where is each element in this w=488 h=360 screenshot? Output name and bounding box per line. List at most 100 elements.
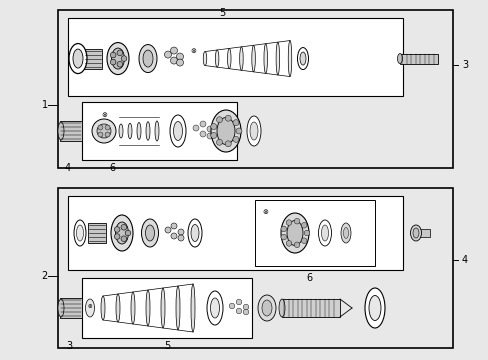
Ellipse shape — [343, 228, 348, 239]
Ellipse shape — [69, 44, 87, 73]
Text: 3: 3 — [461, 60, 467, 70]
Circle shape — [98, 132, 103, 137]
Circle shape — [294, 219, 299, 224]
Ellipse shape — [251, 45, 255, 72]
Text: 3: 3 — [66, 341, 72, 351]
Ellipse shape — [210, 110, 241, 152]
Ellipse shape — [239, 47, 243, 70]
Ellipse shape — [58, 299, 64, 317]
Circle shape — [110, 59, 116, 65]
Ellipse shape — [206, 291, 223, 325]
Ellipse shape — [227, 48, 230, 69]
Ellipse shape — [73, 49, 83, 68]
Ellipse shape — [281, 213, 308, 253]
Ellipse shape — [246, 116, 261, 146]
Circle shape — [206, 133, 213, 139]
Circle shape — [216, 117, 222, 123]
Ellipse shape — [58, 122, 64, 140]
Ellipse shape — [264, 44, 267, 73]
Ellipse shape — [203, 51, 206, 66]
Circle shape — [105, 132, 110, 137]
Ellipse shape — [146, 290, 150, 326]
Ellipse shape — [155, 121, 159, 141]
Ellipse shape — [161, 288, 164, 328]
Circle shape — [210, 123, 216, 130]
Ellipse shape — [321, 225, 328, 241]
Ellipse shape — [412, 228, 418, 238]
Ellipse shape — [397, 54, 402, 64]
Text: 5: 5 — [219, 8, 225, 18]
Ellipse shape — [191, 284, 195, 332]
Circle shape — [178, 229, 183, 235]
Ellipse shape — [128, 123, 132, 139]
Ellipse shape — [115, 222, 128, 244]
Ellipse shape — [176, 286, 180, 330]
Ellipse shape — [173, 122, 182, 140]
Circle shape — [280, 234, 286, 240]
Text: 4: 4 — [65, 163, 71, 173]
Ellipse shape — [191, 225, 199, 242]
Text: 6: 6 — [305, 273, 312, 283]
Circle shape — [225, 115, 231, 121]
Circle shape — [170, 47, 177, 54]
Ellipse shape — [142, 50, 153, 67]
Circle shape — [236, 128, 242, 134]
Circle shape — [178, 235, 183, 241]
Ellipse shape — [279, 299, 285, 317]
Ellipse shape — [364, 288, 384, 328]
Ellipse shape — [146, 122, 150, 140]
Circle shape — [210, 132, 216, 139]
Circle shape — [171, 223, 177, 229]
Circle shape — [243, 304, 248, 310]
Ellipse shape — [318, 220, 331, 246]
Ellipse shape — [286, 220, 303, 246]
Ellipse shape — [101, 296, 105, 320]
Bar — [60, 121, 82, 141]
Circle shape — [294, 242, 299, 248]
Text: 2: 2 — [41, 271, 48, 281]
Ellipse shape — [111, 215, 133, 251]
Bar — [88, 223, 106, 243]
Ellipse shape — [131, 292, 135, 324]
Circle shape — [114, 234, 120, 239]
Ellipse shape — [170, 115, 185, 147]
Ellipse shape — [119, 124, 123, 138]
Ellipse shape — [107, 42, 129, 75]
Text: ⊗: ⊗ — [190, 48, 196, 54]
Circle shape — [229, 303, 234, 309]
Circle shape — [206, 126, 213, 132]
Ellipse shape — [217, 117, 235, 144]
Ellipse shape — [74, 220, 86, 246]
Ellipse shape — [85, 299, 94, 317]
Circle shape — [97, 124, 111, 138]
Text: ⊗: ⊗ — [262, 209, 267, 215]
Circle shape — [285, 240, 291, 246]
Circle shape — [236, 308, 241, 314]
Circle shape — [200, 131, 205, 137]
Ellipse shape — [287, 41, 291, 77]
Ellipse shape — [111, 48, 124, 69]
Ellipse shape — [262, 300, 271, 316]
Circle shape — [280, 226, 286, 232]
Ellipse shape — [409, 225, 421, 241]
Bar — [68, 18, 402, 96]
Bar — [58, 10, 452, 168]
Bar — [254, 200, 374, 266]
Ellipse shape — [139, 45, 157, 73]
Bar — [60, 298, 82, 318]
Circle shape — [164, 227, 171, 233]
Ellipse shape — [145, 225, 154, 241]
Circle shape — [105, 125, 110, 130]
Circle shape — [304, 230, 309, 236]
Text: 4: 4 — [461, 255, 467, 265]
Circle shape — [301, 238, 306, 243]
Bar — [58, 188, 452, 348]
Bar — [415, 229, 429, 237]
Bar — [68, 196, 402, 270]
Ellipse shape — [249, 122, 258, 140]
Circle shape — [193, 125, 199, 131]
Ellipse shape — [299, 52, 305, 65]
Circle shape — [121, 56, 126, 61]
Circle shape — [170, 57, 177, 64]
Ellipse shape — [116, 294, 120, 322]
